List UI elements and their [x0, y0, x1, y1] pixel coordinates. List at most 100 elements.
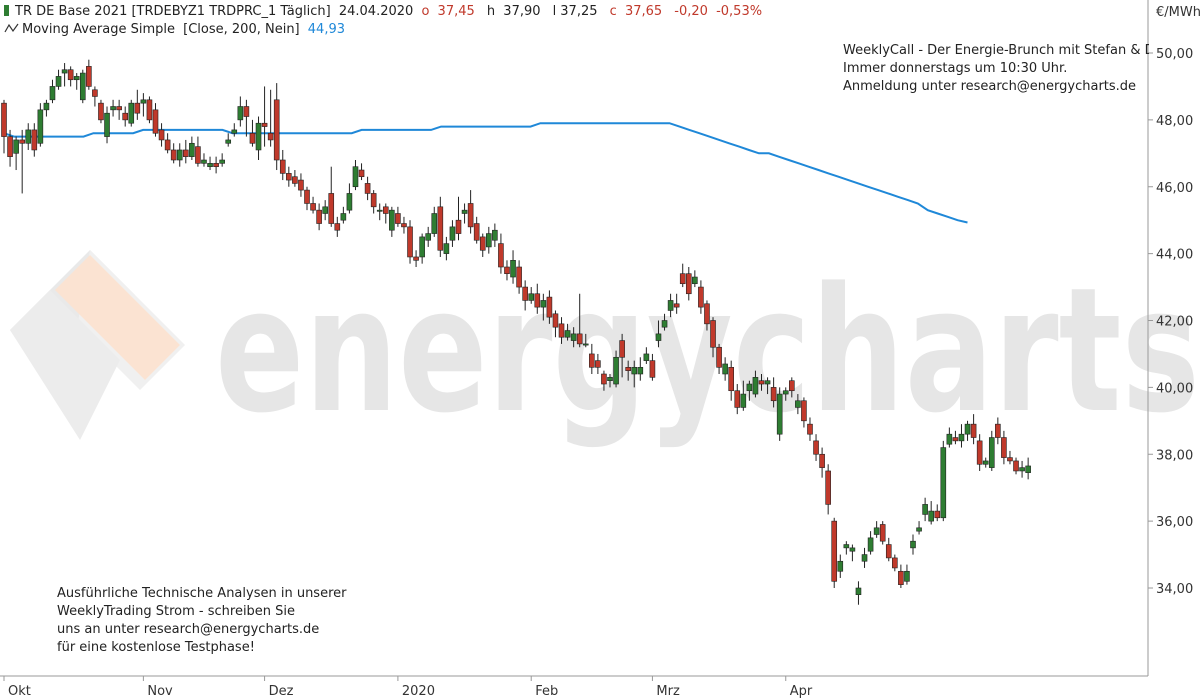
low-label: l [552, 4, 557, 19]
candle [467, 190, 474, 234]
candle [782, 387, 789, 401]
y-tick-label: 40,00 [1156, 381, 1193, 396]
gridlines [3, 52, 1153, 681]
candle [37, 103, 44, 147]
candle [922, 497, 928, 522]
candle [861, 547, 868, 568]
open-value: 37,45 [437, 4, 475, 19]
candle [879, 521, 886, 545]
candle [158, 123, 165, 147]
y-axis-unit-label: €/MWh [1156, 5, 1200, 20]
candle [407, 220, 413, 264]
weeklytrading-note: Ausführliche Technische Analysen in unse… [57, 585, 347, 657]
candle [898, 564, 904, 588]
candle [904, 564, 910, 585]
candle [770, 377, 777, 408]
candle [340, 206, 347, 224]
weeklycall-note: WeeklyCall - Der Energie-Brunch mit Stef… [843, 42, 1149, 96]
candle [952, 430, 959, 445]
note-line: uns an unter research@energycharts.de [57, 622, 320, 637]
candle [231, 123, 238, 137]
candle [31, 123, 38, 157]
candle [698, 280, 704, 314]
candle [946, 427, 953, 448]
ma-params: [Close, 200, Nein] [183, 22, 300, 37]
candle [219, 153, 225, 167]
candle [758, 374, 765, 391]
candle [370, 190, 377, 214]
x-tick-label: 2020 [402, 684, 435, 699]
candle [413, 250, 419, 267]
note-line: WeeklyTrading Strom - schreiben Sie [57, 604, 296, 619]
candle [1007, 450, 1013, 465]
candle [813, 434, 819, 461]
candle [461, 203, 468, 224]
candle [449, 220, 456, 247]
candle [134, 89, 141, 120]
candle [631, 360, 638, 388]
energycharts-logo-icon [10, 250, 185, 440]
high-value: 37,90 [503, 4, 541, 19]
candle [437, 196, 444, 257]
candle [740, 380, 747, 411]
candle [304, 186, 310, 211]
y-tick-label: 46,00 [1156, 181, 1193, 196]
candle [825, 464, 831, 515]
candle [516, 260, 522, 294]
candle [358, 163, 365, 181]
candle [55, 69, 62, 90]
candle [564, 323, 571, 341]
candle [661, 313, 668, 331]
candle [243, 99, 250, 137]
candle [13, 136, 19, 171]
candle [479, 233, 486, 257]
note-line: für eine kostenlose Testphase! [57, 640, 255, 655]
candle [61, 63, 68, 87]
candle [73, 73, 80, 90]
candle [140, 93, 147, 117]
candle [976, 434, 983, 471]
candle [843, 541, 850, 555]
candle [649, 353, 656, 381]
candle [225, 133, 232, 147]
candle [867, 531, 874, 555]
candle [237, 96, 244, 127]
note-line: Anmeldung unter research@energycharts.de [843, 79, 1137, 94]
bar-date: 24.04.2020 [338, 4, 414, 19]
watermark: energycharts [10, 250, 1200, 451]
indicator-line-icon [4, 23, 19, 33]
y-tick-label: 38,00 [1156, 448, 1193, 463]
ma-label: Moving Average Simple [22, 22, 176, 37]
candle [619, 333, 625, 378]
candle [189, 136, 195, 160]
candle [916, 521, 922, 535]
candle [613, 350, 619, 388]
candle [183, 139, 189, 164]
candle [25, 123, 32, 150]
candle [582, 333, 589, 348]
candle [764, 377, 771, 395]
candle [552, 310, 559, 338]
note-line: Ausführliche Technische Analysen in unse… [57, 586, 347, 601]
candle [788, 377, 795, 398]
candle [279, 149, 286, 181]
moving-average-series [3, 122, 968, 224]
y-tick-label: 36,00 [1156, 515, 1193, 530]
candle [855, 581, 862, 605]
y-tick-label: 34,00 [1156, 582, 1193, 597]
candle [692, 270, 698, 288]
candle [146, 96, 153, 124]
candle [746, 380, 753, 401]
candle [673, 293, 680, 314]
candle [710, 317, 716, 358]
candle [625, 360, 631, 381]
candle [334, 216, 341, 237]
candle [213, 156, 219, 174]
candle [1025, 457, 1031, 480]
candle [176, 143, 183, 167]
candle [795, 394, 801, 415]
candle [510, 250, 516, 284]
candle [928, 501, 934, 525]
candle-legend-icon [4, 5, 9, 16]
